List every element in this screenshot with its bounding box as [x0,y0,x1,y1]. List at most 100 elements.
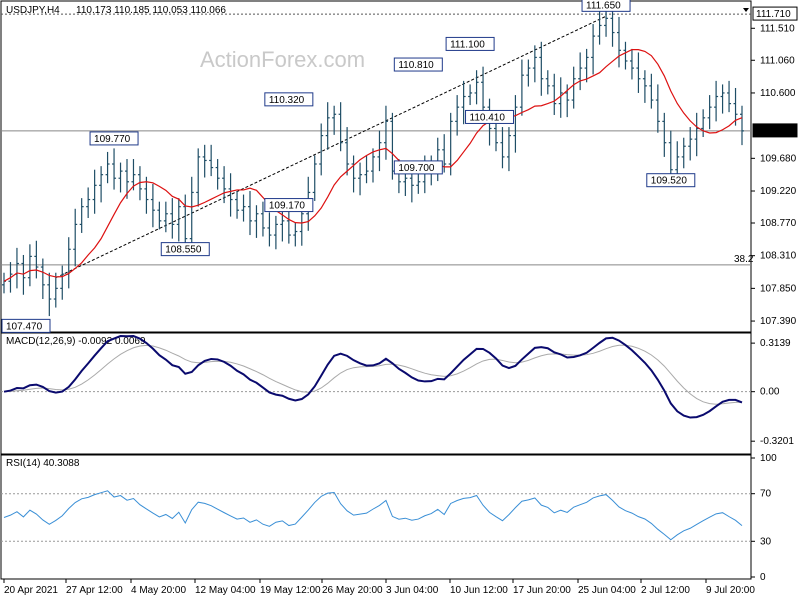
rsi-panel-frame [0,454,752,580]
ohlc-bar [92,169,97,214]
macd-tick-label: -0.3201 [760,436,794,447]
price-annotation-box [581,0,631,12]
ohlc-bar [578,52,583,91]
ohlc-bar [267,212,272,247]
ohlc-bar [137,166,142,201]
ohlc-bar [701,109,706,138]
price-annotation-box [264,198,314,213]
ohlc-bar [345,127,350,176]
ohlc-bar [526,59,531,87]
ohlc-bar [163,201,168,233]
ohlc-bar [79,198,84,233]
ohlc-bar [694,112,699,157]
ohlc-bar [112,148,117,190]
price-annotation-box [1,318,51,333]
ohlc-bar [558,77,563,118]
ohlc-bar [293,222,298,247]
rsi-layer [1,490,751,542]
ohlc-bar [332,105,337,135]
ohlc-bar [727,80,732,113]
ohlc-bar [118,162,123,193]
ohlc-bar [86,187,91,219]
ohlc-bar [610,6,615,47]
ohlc-bar [260,201,265,237]
ohlc-bar [597,9,602,45]
price-annotation-label: 110.410 [470,112,506,123]
ohlc-bar [733,87,738,126]
ohlc-bar [604,9,609,37]
ohlc-bar [228,173,233,217]
ohlc-bar [241,194,246,222]
price-tick-label: 109.220 [760,186,797,197]
ohlc-bar [183,194,188,248]
price-tick-label: 109.680 [760,153,797,164]
macd-layer [1,335,751,419]
ohlc-bar [60,265,65,300]
macd-tick-label: 0.00 [760,387,780,398]
time-tick-label: 12 May 04:00 [195,585,256,596]
rsi-tick-label: 30 [760,536,772,547]
ohlc-bar [312,155,317,201]
macd-title: MACD(12,26,9) -0.0092 0.0069 [6,336,146,347]
ohlc-bar [176,198,181,242]
time-tick-label: 17 Jun 20:00 [513,585,571,596]
watermark: ActionForex.com [200,47,365,72]
ohlc-bar [325,102,330,150]
ohlc-bar [273,215,278,250]
ohlc-bar [351,155,356,193]
ohlc-bar [675,141,680,179]
trend-line [55,15,607,279]
price-annotation-label: 110.810 [398,60,434,71]
ohlc-bar [539,41,544,96]
price-tick-label: 107.850 [760,283,797,294]
ohlc-bar [468,84,473,106]
price-tick-label: 108.310 [760,251,797,262]
time-tick-label: 26 May 20:00 [322,585,383,596]
price-annotation-label: 108.550 [165,245,202,256]
ohlc-bar [442,134,447,173]
ohlc-bar [642,70,647,103]
ohlc-bar [688,127,693,161]
ohlc-bar [27,244,32,287]
ohlc-bar [636,52,641,93]
price-level-label: 110.066 [756,126,792,137]
ohlc-bar [371,148,375,183]
ohlc-bar [131,159,136,191]
macd-line [3,335,743,419]
ohlc-bar [506,127,511,172]
ohlc-bar [21,254,26,295]
ohlc-bar [500,127,505,169]
chart-shift-marker [743,8,749,12]
rsi-line [3,490,743,541]
ohlc-bar [383,105,388,160]
fib-label: 38.2 [734,254,754,265]
ohlc-bar [338,102,343,152]
macd-tick-label: 0.3139 [760,338,791,349]
ohlc-bar [53,272,58,308]
ohlc-bar [377,130,382,172]
price-annotation-box [646,173,696,188]
ohlc-bar [519,59,524,116]
macd-panel-frame [0,332,752,455]
price-annotation-label: 110.320 [269,95,305,106]
ohlc-bar [73,208,78,267]
ohlc-bar [740,105,744,146]
ohlc-bar [2,272,6,294]
price-annotation-box [89,131,139,146]
price-ohlc-readout: 110.173 110.185 110.053 110.066 [76,5,226,16]
price-annotation-label: 109.170 [269,201,306,212]
ohlc-bar [157,201,162,230]
ohlc-bar [150,183,155,228]
price-annotation-box [264,92,314,107]
ohlc-bar [552,73,557,115]
price-level-box [752,6,798,21]
ohlc-bar [235,191,240,219]
ohlc-bar [254,205,259,238]
ohlc-bar [714,80,719,122]
ohlc-bar [99,166,104,203]
ohlc-bar [649,73,654,109]
ohlc-bar [358,162,363,196]
macd-signal-line [3,344,743,405]
price-annotation-box [160,242,210,257]
ohlc-bar [196,148,201,207]
